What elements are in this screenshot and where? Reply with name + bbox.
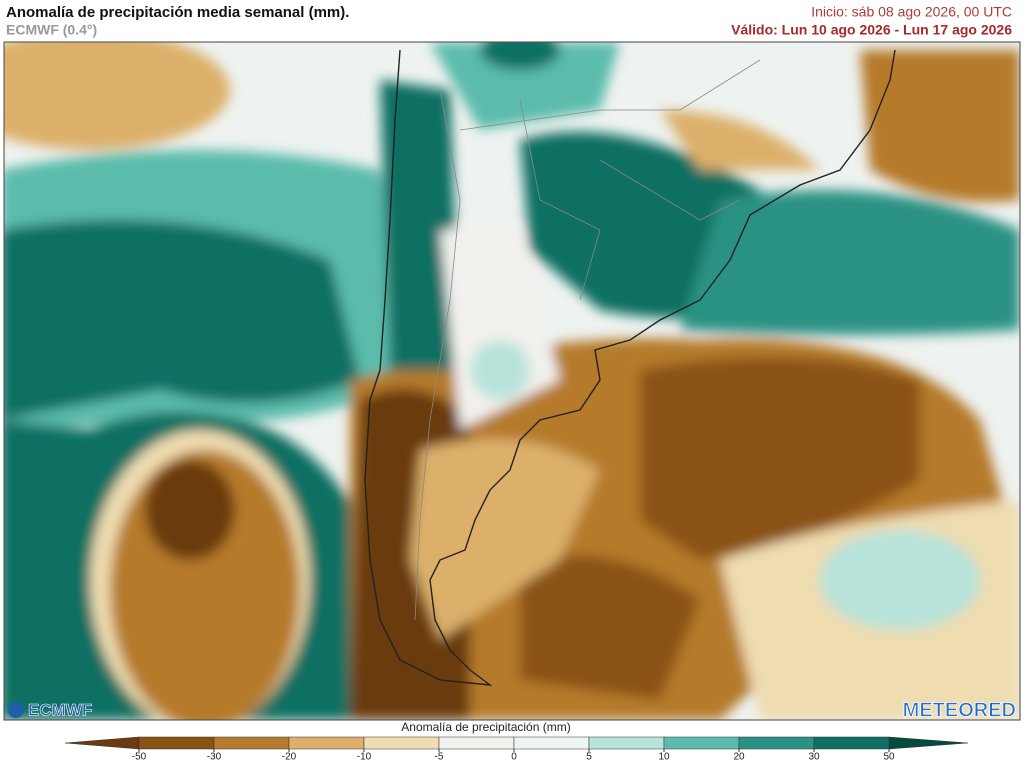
- field-patch: [660, 110, 820, 170]
- colorbar-segment: [213, 736, 290, 750]
- field-patch: [440, 230, 560, 430]
- colorbar-tick-label: 30: [808, 752, 820, 763]
- colorbar-tick-label: 0: [511, 752, 517, 763]
- field-patch: [430, 42, 620, 130]
- colorbar-tick-label: 50: [883, 752, 895, 763]
- field-patch: [680, 190, 1020, 335]
- field-patch: [640, 357, 920, 560]
- colorbar-tick-label: -30: [207, 752, 222, 763]
- colorbar-extend-low: [64, 736, 140, 750]
- logo-icon: [8, 702, 24, 718]
- field-patch: [380, 80, 460, 370]
- colorbar-tick-label: 20: [733, 752, 745, 763]
- colorbar-label: Anomalía de precipitación (mm): [401, 720, 570, 734]
- map: [4, 42, 1020, 720]
- colorbar-segment: [738, 736, 815, 750]
- map-frame: [3, 41, 1021, 721]
- field-patch: [520, 555, 700, 700]
- anomaly-field: [4, 42, 1020, 720]
- init-time: Inicio: sáb 08 ago 2026, 00 UTC: [811, 4, 1012, 20]
- colorbar-segment: [138, 736, 215, 750]
- colorbar-tick-label: -20: [282, 752, 297, 763]
- field-patch: [480, 42, 560, 70]
- colorbar-tick-label: -5: [435, 752, 444, 763]
- colorbar-tick-label: 10: [658, 752, 670, 763]
- field-patch: [470, 340, 530, 400]
- colorbar-segment: [363, 736, 440, 750]
- field-patch: [145, 460, 235, 560]
- ecmwf-logo: ECMWF: [8, 700, 93, 720]
- colorbar-segment: [588, 736, 665, 750]
- colorbar-segment: [288, 736, 365, 750]
- title: Anomalía de precipitación media semanal …: [6, 4, 349, 21]
- valid-time: Válido: Lun 10 ago 2026 - Lun 17 ago 202…: [731, 22, 1012, 38]
- coastline: [364, 49, 896, 686]
- colorbar-tick-label: 5: [586, 752, 592, 763]
- field-patch: [4, 220, 360, 420]
- model: ECMWF (0.4°): [6, 22, 97, 38]
- field-patch: [820, 530, 980, 630]
- colorbar-segment: [663, 736, 740, 750]
- colorbar-segment: [813, 736, 890, 750]
- colorbar-segment: [513, 736, 590, 750]
- meteored-logo: METEORED: [903, 699, 1016, 721]
- colorbar: -50 -30 -20 -10 -5 0 5 10 20 30 50: [64, 736, 969, 763]
- colorbar-tick-label: -10: [357, 752, 372, 763]
- colorbar-segment: [438, 736, 515, 750]
- borders: [414, 59, 761, 621]
- colorbar-tick-label: -50: [132, 752, 147, 763]
- field-patch: [860, 50, 1020, 202]
- colorbar-extend-high: [888, 736, 969, 750]
- field-patch: [410, 438, 600, 640]
- field-patch: [4, 42, 230, 150]
- logo-text: ECMWF: [28, 700, 92, 719]
